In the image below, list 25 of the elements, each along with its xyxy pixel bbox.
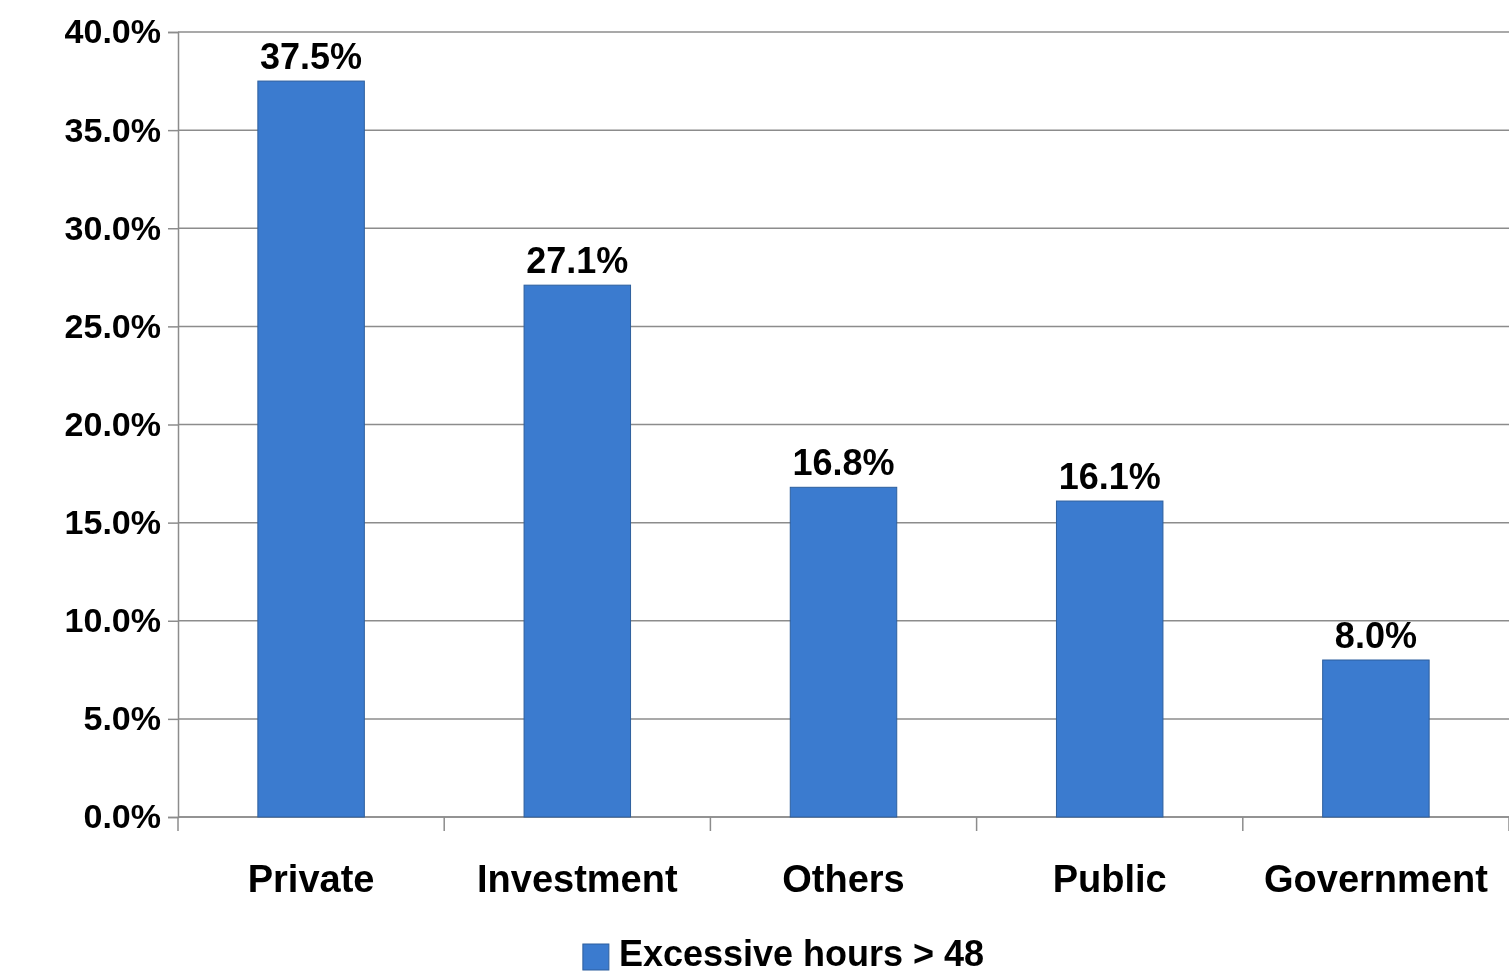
y-tick-label: 0.0% [83, 797, 161, 836]
data-label: 27.1% [526, 240, 629, 282]
x-tick-label: Private [247, 858, 375, 900]
legend-label: Excessive hours > 48 [618, 933, 985, 974]
bar [523, 284, 632, 818]
y-tick-label: 40.0% [64, 12, 161, 51]
x-tick-label: Investment [476, 858, 678, 900]
x-tick-label: Government [1263, 858, 1489, 900]
y-tick-label: 35.0% [64, 110, 161, 149]
data-label: 37.5% [260, 36, 363, 78]
bar [257, 80, 365, 818]
y-tick-label: 20.0% [64, 404, 161, 443]
data-label: 16.8% [792, 442, 895, 484]
bar [1055, 500, 1164, 818]
bar [789, 486, 898, 818]
y-tick-label: 25.0% [64, 306, 161, 345]
y-tick-label: 10.0% [64, 601, 161, 640]
bar [1322, 659, 1430, 818]
x-tick-label: Public [1052, 858, 1167, 900]
y-tick-label: 30.0% [64, 208, 161, 247]
y-tick-label: 15.0% [64, 503, 161, 542]
y-tick-label: 5.0% [83, 699, 161, 738]
x-tick-label: Others [782, 858, 905, 900]
data-label: 16.1% [1058, 456, 1161, 498]
data-label: 8.0% [1334, 615, 1417, 656]
